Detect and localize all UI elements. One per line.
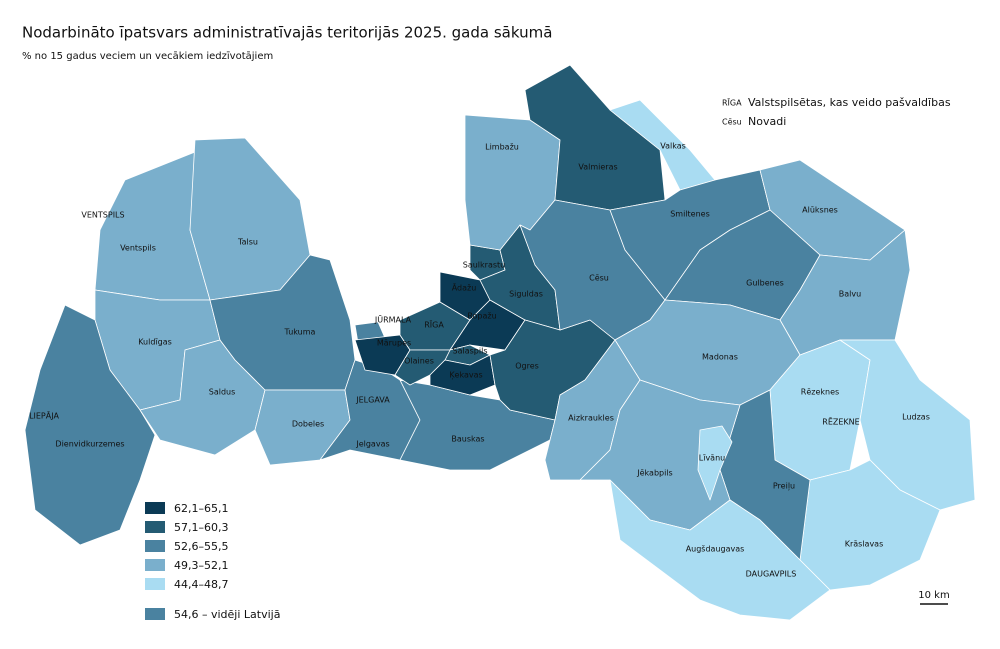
title: Nodarbināto īpatsvars administratīvajās … — [22, 24, 552, 42]
region-label: Augšdaugavas — [686, 544, 745, 554]
region — [24, 304, 156, 546]
region-label: Dienvidkurzemes — [55, 440, 124, 449]
region-label: Gulbenes — [746, 279, 784, 288]
region-label: Dobeles — [292, 420, 324, 429]
region-label: Mārupes — [377, 339, 411, 348]
city-label: JELGAVA — [355, 396, 390, 405]
region-label: Alūksnes — [802, 206, 838, 215]
legend-label: 57,1–60,3 — [174, 521, 228, 534]
region-label: Bauskas — [451, 435, 484, 444]
key-text: Novadi — [748, 115, 786, 128]
region-label: Ropažu — [467, 312, 496, 321]
map: Ventspils Talsu Kuldīgas Dienvidkurzemes Sal… — [24, 64, 976, 621]
region-label: Salaspils — [453, 347, 488, 356]
region-label: Jēkabpils — [636, 469, 672, 478]
region-label: Valkas — [660, 142, 686, 151]
region-label: Tukuma — [284, 328, 316, 337]
legend-swatch — [145, 540, 165, 552]
subtitle: % no 15 gadus veciem un vecākiem iedzīvo… — [22, 51, 273, 62]
legend: 62,1–65,1 57,1–60,3 52,6–55,5 49,3–52,1 44,4… — [145, 502, 280, 621]
legend-label: 54,6 – vidēji Latvijā — [174, 608, 280, 621]
region-label: Ogres — [515, 362, 539, 371]
legend-label: 62,1–65,1 — [174, 502, 228, 515]
region — [609, 479, 831, 621]
city-label: VENTSPILS — [81, 211, 124, 220]
legend-label: 44,4–48,7 — [174, 578, 228, 591]
region-label: Krāslavas — [845, 540, 884, 549]
key-text: Valstspilsētas, kas veido pašvaldības — [748, 96, 951, 109]
region-label: Preiļu — [773, 482, 795, 492]
region — [697, 425, 733, 501]
city-label: RĒZEKNE — [822, 417, 859, 427]
region-label: Ludzas — [902, 413, 930, 422]
legend-swatch — [145, 578, 165, 590]
region-label: Talsu — [237, 238, 258, 247]
region-label: Rēzeknes — [801, 388, 839, 397]
region-label: RĪGA — [424, 320, 444, 330]
legend-label: 49,3–52,1 — [174, 559, 228, 572]
region-label: Ķekavas — [449, 371, 482, 381]
region-label: Aizkraukles — [568, 414, 614, 423]
scale-label: 10 km — [918, 590, 949, 601]
region-label: Ādažu — [452, 283, 477, 293]
region-label: Saulkrastu — [463, 261, 505, 270]
region-label: Smiltenes — [670, 210, 710, 219]
legend-swatch — [145, 559, 165, 571]
city-label: DAUGAVPILS — [746, 570, 797, 579]
legend-swatch — [145, 521, 165, 533]
region-label: Madonas — [702, 353, 738, 362]
region-label: JŪRMALA — [374, 315, 412, 325]
region-label: Jelgavas — [355, 440, 389, 449]
region-label: Cēsu — [589, 274, 609, 283]
legend-swatch — [145, 608, 165, 620]
region-label: Balvu — [839, 290, 861, 299]
region-label: Saldus — [209, 388, 236, 397]
legend-swatch — [145, 502, 165, 514]
region-label: Olaines — [404, 357, 434, 366]
region-label: Kuldīgas — [138, 338, 172, 347]
legend-label: 52,6–55,5 — [174, 540, 228, 553]
key-sample: RĪGA — [722, 98, 742, 108]
region-label: Siguldas — [509, 290, 543, 299]
city-label: LIEPĀJA — [29, 411, 59, 421]
region-label: Limbažu — [485, 143, 519, 152]
region-label: Līvānu — [699, 454, 725, 463]
region-label: Ventspils — [120, 244, 156, 253]
region-label: Valmieras — [578, 163, 617, 172]
key-sample: Cēsu — [722, 118, 742, 127]
